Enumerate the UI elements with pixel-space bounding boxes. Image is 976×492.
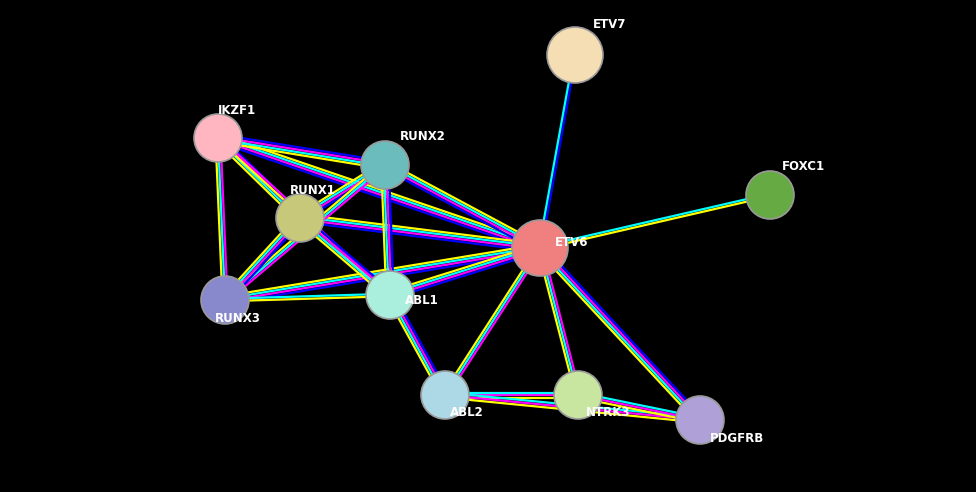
Circle shape	[421, 371, 469, 419]
Text: ETV7: ETV7	[593, 19, 627, 31]
Text: RUNX3: RUNX3	[215, 311, 261, 325]
Text: RUNX1: RUNX1	[290, 184, 336, 196]
Circle shape	[276, 194, 324, 242]
Circle shape	[361, 141, 409, 189]
Circle shape	[676, 396, 724, 444]
Text: IKZF1: IKZF1	[218, 103, 256, 117]
Text: ETV6: ETV6	[555, 237, 589, 249]
Circle shape	[512, 220, 568, 276]
Text: FOXC1: FOXC1	[782, 160, 825, 174]
Circle shape	[194, 114, 242, 162]
Circle shape	[547, 27, 603, 83]
Circle shape	[201, 276, 249, 324]
Text: ABL1: ABL1	[405, 294, 439, 307]
Text: NTRK3: NTRK3	[586, 406, 630, 420]
Text: RUNX2: RUNX2	[400, 130, 446, 144]
Circle shape	[366, 271, 414, 319]
Circle shape	[746, 171, 794, 219]
Text: PDGFRB: PDGFRB	[710, 431, 764, 444]
Circle shape	[554, 371, 602, 419]
Text: ABL2: ABL2	[450, 406, 484, 420]
